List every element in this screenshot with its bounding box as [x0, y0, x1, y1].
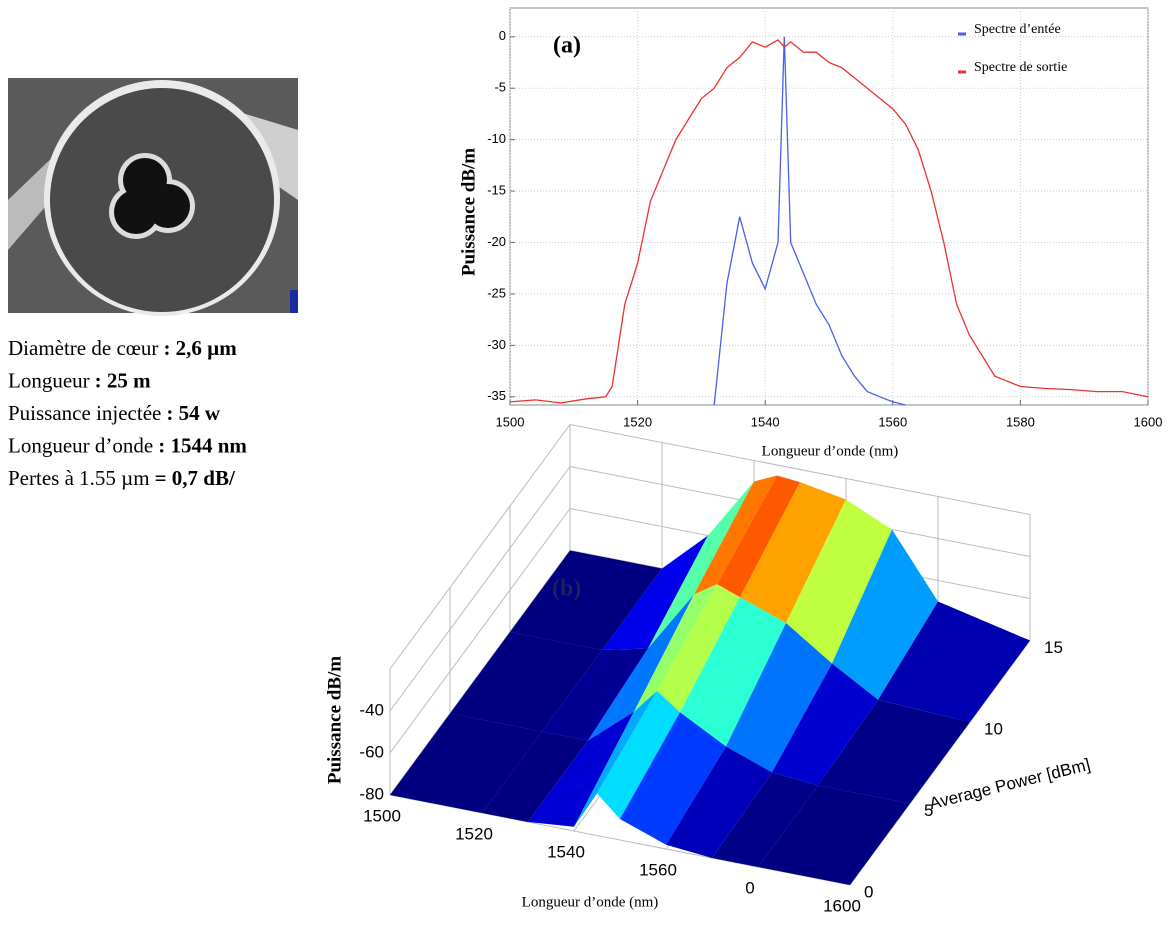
y-grid-line [389, 794, 851, 886]
surface-patch [450, 632, 602, 732]
z-tick-label: -60 [359, 742, 384, 761]
y-tick-label: 0 [499, 28, 506, 43]
surface-patch [666, 746, 772, 858]
spec-label: Longueur d’onde [8, 433, 153, 457]
spec-line: Longueur: 25 m [8, 368, 151, 392]
legend-label: Spectre de sortie [974, 60, 1067, 75]
x-tick-label: 1560 [878, 414, 907, 429]
y-tick-label: -5 [494, 80, 506, 95]
spec-value: : 2,6 µm [163, 336, 237, 360]
spec-value: : 1544 nm [158, 433, 247, 457]
x-tick-label: 1600 [823, 896, 861, 915]
x-tick-label: 0 [745, 878, 754, 897]
surface-patch [772, 663, 878, 786]
surface-patch [712, 772, 818, 867]
y-tick-label: -35 [487, 388, 506, 403]
spec-line: Longueur d’onde: 1544 nm [8, 433, 247, 457]
z-grid-line [389, 466, 571, 712]
surface-patch [832, 529, 938, 700]
y-tick-label: -15 [487, 183, 506, 198]
y-axis-label: Average Power [dBm] [927, 755, 1092, 813]
x-tick-label: 1500 [363, 806, 401, 825]
surface-patch [482, 731, 588, 822]
spec-line: Diamètre de cœur: 2,6 µm [8, 336, 237, 360]
x-tick-label: 1600 [1134, 414, 1163, 429]
box-edge [389, 424, 571, 670]
z-axis-label: Puissance dB/m [324, 656, 345, 784]
spec-line: Puissance injectée: 54 w [8, 401, 221, 425]
x-tick-label: 1560 [639, 860, 677, 879]
legend-label: Spectre d’entée [974, 22, 1061, 37]
x-tick-label: 1520 [455, 824, 493, 843]
fiber-hole [114, 190, 158, 234]
x-axis-label: Longueur d’onde (nm) [762, 443, 899, 459]
spec-label: Pertes à 1.55 µm [8, 466, 150, 490]
surface-patch [620, 712, 726, 845]
surface-patch [717, 475, 800, 598]
y-tick-label: -25 [487, 285, 506, 300]
fiber-specs: Diamètre de cœur: 2,6 µm Longueur: 25 m Pu… [8, 336, 247, 490]
z-tick-label: -40 [359, 700, 384, 719]
box-edge [569, 424, 1031, 515]
surface-patch [694, 475, 777, 595]
chart-title: (b) [552, 576, 581, 602]
x-tick-label: 1500 [496, 414, 525, 429]
surface-patch [758, 785, 910, 885]
surface-patch [602, 535, 708, 650]
photo-detail [290, 290, 298, 313]
surface-patch [390, 713, 542, 813]
chart-b: -40-60-80150015201540156001600051015(b)L… [324, 424, 1092, 915]
surface-patch [634, 584, 717, 712]
spec-label: Diamètre de cœur [8, 336, 158, 360]
y-tick-label: -30 [487, 337, 506, 352]
spec-label: Longueur [8, 368, 90, 392]
x-axis-label: Longueur d’onde (nm) [522, 894, 659, 910]
surface-patch [510, 550, 662, 650]
surface-patch [657, 584, 740, 713]
surface-patch [786, 499, 892, 664]
y-tick-label: 10 [984, 719, 1003, 738]
surface-patch [726, 623, 832, 773]
y-tick-label: 0 [864, 882, 873, 901]
series-line [713, 36, 906, 406]
surface-patch [648, 481, 754, 649]
x-tick-label: 1540 [547, 842, 585, 861]
x-tick-label: 1540 [751, 414, 780, 429]
surface-patch [740, 482, 846, 623]
y-tick-label: 15 [1044, 638, 1063, 657]
spec-value: = 0,7 dB/ [155, 466, 236, 490]
spec-value: : 25 m [95, 368, 151, 392]
y-tick-label: -20 [487, 234, 506, 249]
surface-patch [680, 597, 786, 747]
y-axis-label: Puissance dB/m [458, 148, 479, 276]
surface-patch [528, 711, 634, 827]
fiber-photo [8, 78, 298, 316]
spec-label: Puissance injectée [8, 401, 161, 425]
surface-patch [588, 594, 694, 741]
z-grid-line [389, 508, 571, 754]
y-tick-label: -10 [487, 131, 506, 146]
surface-patch [818, 699, 970, 804]
x-tick-label: 1520 [623, 414, 652, 429]
surface-patch [574, 691, 657, 827]
surface-patch [597, 691, 680, 819]
y-tick-label: 5 [924, 801, 933, 820]
spec-value: : 54 w [166, 401, 220, 425]
surface-patch [542, 648, 648, 741]
chart-a: 0 -5 -10 -15 -20 -25 -30 -35 1500 1520 1540 1560 158… [458, 7, 1163, 459]
spec-line: Pertes à 1.55 µm = 0,7 dB/ [8, 466, 236, 490]
series-line [509, 39, 1149, 404]
z-tick-label: -80 [359, 784, 384, 803]
chart-title: (a) [553, 33, 581, 59]
surface-patch [878, 601, 1030, 722]
x-tick-label: 1580 [1006, 414, 1035, 429]
